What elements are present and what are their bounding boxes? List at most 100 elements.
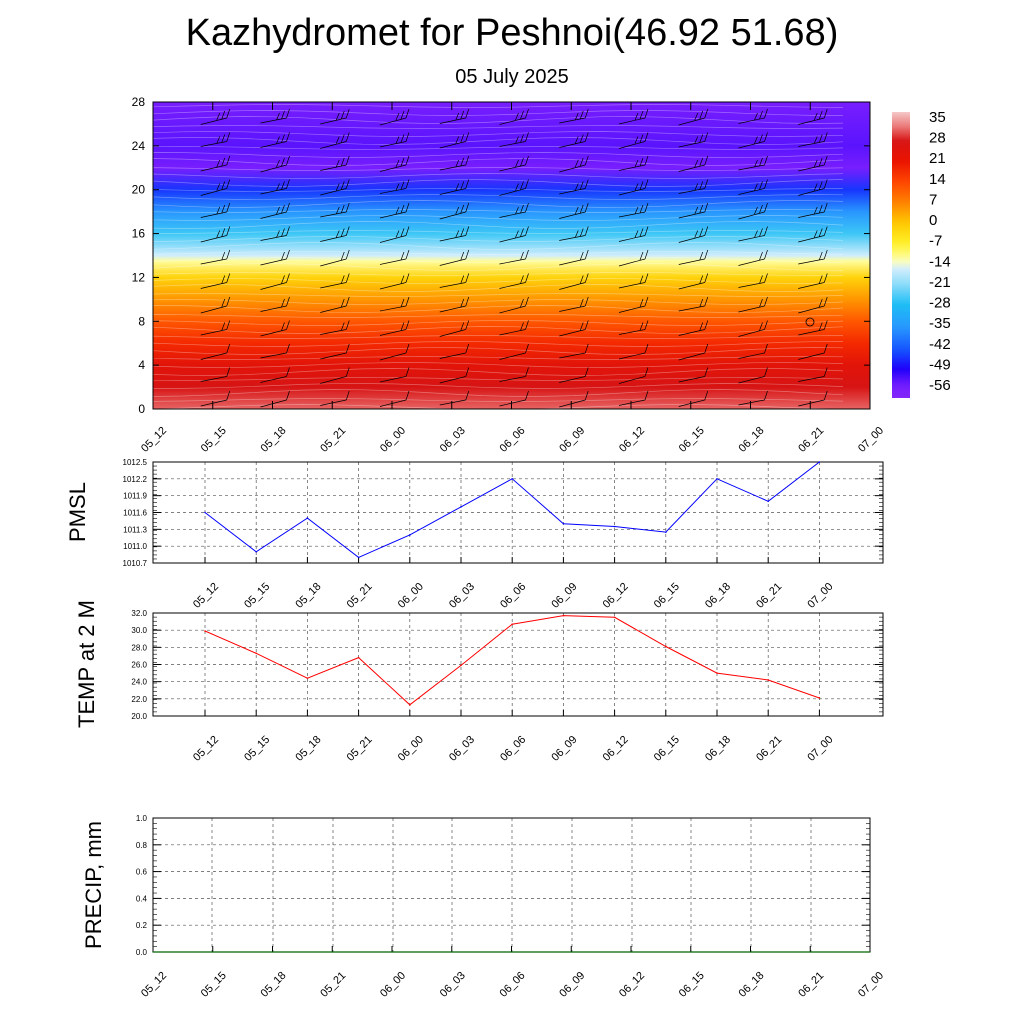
x-tick-label: 06_15	[677, 425, 707, 455]
wind-barb	[379, 296, 410, 312]
contour-line	[152, 209, 844, 213]
y-tick-label: 16	[132, 227, 146, 241]
wind-barb	[200, 132, 231, 147]
wind-barb	[439, 226, 470, 242]
wind-barb	[260, 179, 290, 195]
wind-barb	[260, 296, 290, 312]
wind-barb	[200, 296, 231, 314]
wind-barb	[559, 390, 589, 408]
wind-barb	[260, 155, 290, 173]
wind-barb	[320, 273, 350, 289]
wind-barb	[200, 343, 231, 360]
contour-line	[152, 137, 844, 145]
wind-barb	[738, 179, 768, 195]
wind-barb	[320, 108, 350, 125]
wind-barb	[738, 226, 768, 242]
x-tick-label: 06_18	[737, 425, 767, 455]
contour-line	[152, 116, 844, 124]
x-tick-label: 05_18	[293, 581, 323, 611]
wind-barb	[379, 390, 410, 407]
data-point	[613, 616, 616, 619]
contour-line	[152, 299, 844, 305]
wind-barb	[200, 202, 231, 218]
contour-line	[152, 236, 844, 242]
wind-barb	[618, 273, 649, 289]
x-tick-label: 06_12	[617, 425, 647, 455]
y-tick-label: 28	[132, 95, 146, 109]
contour-line	[152, 326, 844, 334]
wind-barb	[798, 108, 828, 125]
wind-barb	[798, 202, 828, 218]
wind-barb	[200, 226, 231, 243]
x-tick-label: 05_12	[139, 970, 169, 1000]
wind-barb	[499, 226, 529, 243]
wind-barb	[618, 249, 649, 267]
wind-barb	[499, 320, 529, 336]
wind-barb	[200, 108, 231, 125]
wind-barb	[499, 132, 529, 147]
wind-barb	[439, 390, 470, 406]
wind-barb	[379, 179, 410, 194]
contour-line	[152, 194, 844, 200]
contour-line	[152, 305, 844, 313]
contour-line	[152, 314, 844, 318]
y-tick-label: 1010.7	[123, 559, 148, 568]
x-tick-label: 06_03	[447, 734, 477, 764]
wind-barb	[678, 249, 709, 265]
contour-line	[152, 347, 844, 355]
wind-barb	[678, 390, 709, 407]
wind-barb	[439, 179, 470, 195]
y-tick-label: 20	[132, 183, 146, 197]
data-point	[562, 614, 565, 617]
wind-barb	[320, 132, 350, 149]
x-tick-label: 05_12	[139, 425, 169, 455]
contour-line	[152, 158, 844, 166]
y-tick-label: 1.0	[136, 814, 148, 823]
wind-barb	[798, 296, 828, 314]
wind-barb	[618, 320, 649, 335]
y-tick-label: 0	[138, 402, 145, 416]
contour-lines	[152, 104, 844, 410]
contour-line	[152, 110, 844, 116]
wind-barb	[738, 367, 768, 384]
wind-barb	[678, 273, 709, 290]
y-axis-title: PMSL	[65, 482, 90, 542]
wind-barb	[618, 179, 649, 196]
wind-barb	[499, 179, 529, 196]
wind-barb	[618, 155, 649, 171]
wind-barb	[618, 343, 649, 360]
temperature-field	[153, 102, 870, 409]
x-tick-label: 05_12	[191, 734, 221, 764]
wind-barb	[618, 367, 649, 384]
wind-barb	[618, 226, 649, 242]
wind-barb	[320, 226, 350, 242]
wind-barb	[678, 202, 709, 219]
wind-barb	[439, 343, 470, 359]
data-point	[306, 517, 309, 519]
wind-barb	[379, 367, 410, 383]
x-tick-label: 05_21	[345, 581, 375, 611]
wind-barb	[200, 155, 231, 172]
x-tick-label: 06_00	[396, 734, 426, 764]
wind-barb	[260, 226, 290, 241]
x-tick-label: 06_06	[498, 581, 528, 611]
x-tick-label: 06_12	[601, 734, 631, 764]
wind-barb	[499, 108, 529, 125]
colorbar-label: 0	[929, 212, 937, 229]
wind-barb	[379, 343, 410, 361]
wind-barb	[439, 249, 470, 266]
wind-barb	[260, 390, 290, 408]
x-tick-label: 05_18	[293, 734, 323, 764]
wind-barb	[798, 367, 828, 382]
wind-barb	[260, 108, 290, 124]
colorbar	[892, 112, 910, 398]
x-tick-label: 06_09	[557, 425, 587, 455]
x-tick-label: 06_18	[703, 581, 733, 611]
wind-barb	[379, 273, 410, 290]
x-tick-label: 05_15	[242, 581, 272, 611]
contour-line	[152, 215, 844, 221]
colorbar-label: 7	[929, 191, 937, 208]
y-tick-label: 28.0	[131, 643, 147, 652]
y-tick-label: 1011.9	[123, 492, 147, 501]
